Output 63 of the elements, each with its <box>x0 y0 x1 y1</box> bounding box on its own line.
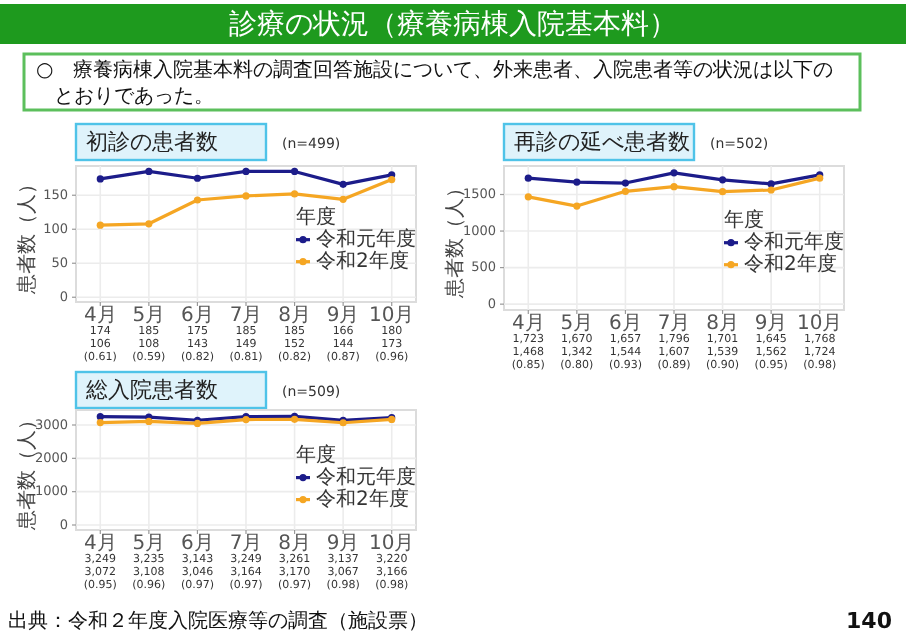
legend-title: 年度 <box>296 443 336 468</box>
point <box>621 187 630 195</box>
x-tick-label: 7月 <box>657 313 691 336</box>
x-tick-label: 4月 <box>511 313 545 336</box>
point <box>573 178 581 186</box>
chart-title: 初診の患者数 <box>86 129 218 156</box>
point <box>524 174 532 182</box>
x-tick-label: 6月 <box>181 305 214 328</box>
x-tick-label: 7月 <box>229 305 263 328</box>
point <box>621 179 630 187</box>
point <box>290 167 299 176</box>
x-tick-label: 6月 <box>609 313 642 336</box>
point <box>670 183 678 191</box>
point <box>193 196 202 204</box>
legend-label: 令和2年度 <box>744 252 837 277</box>
legend-label: 令和元年度 <box>316 227 416 252</box>
x-tick-label: 9月 <box>326 305 360 328</box>
point <box>767 186 775 194</box>
x-tick-label: 6月 <box>181 533 214 556</box>
x-tick-label: 9月 <box>326 533 360 556</box>
legend-title: 年度 <box>724 208 764 233</box>
x-tick-label: 9月 <box>754 313 788 336</box>
legend-label: 令和元年度 <box>316 465 416 490</box>
point <box>145 167 153 176</box>
text: 140 <box>846 608 893 635</box>
x-tick-label: 10月 <box>796 313 843 336</box>
point <box>242 167 250 176</box>
x-tick-label: 10月 <box>368 305 415 328</box>
point <box>767 180 775 188</box>
text: 診療の状況（療養病棟入院基本料） <box>229 8 677 41</box>
x-tick-label: 4月 <box>83 533 117 556</box>
x-tick-label: 10月 <box>368 533 415 556</box>
point <box>290 190 299 198</box>
point <box>718 188 727 196</box>
x-tick-label: 8月 <box>706 313 739 336</box>
point <box>96 221 104 229</box>
x-tick-label: 5月 <box>132 305 166 328</box>
text: ○ 療養病棟入院基本料の調査回答施設について、外来患者、入院患者等の状況は以下のとおりであった。 <box>36 57 834 108</box>
point <box>193 174 202 182</box>
point <box>524 193 532 201</box>
legend-label: 令和2年度 <box>316 249 409 274</box>
x-tick-label: 8月 <box>278 305 311 328</box>
point <box>242 192 250 200</box>
point <box>96 175 104 183</box>
point <box>718 176 727 184</box>
x-tick-label: 4月 <box>83 305 117 328</box>
legend-label: 令和2年度 <box>316 487 409 512</box>
x-tick-label: 5月 <box>132 533 166 556</box>
x-tick-label: 8月 <box>278 533 311 556</box>
legend-title: 年度 <box>296 205 336 230</box>
point <box>388 176 396 184</box>
x-tick-label: 7月 <box>229 533 263 556</box>
point <box>339 180 347 188</box>
chart-title: 再診の延べ患者数 <box>514 129 690 156</box>
x-tick-label: 5月 <box>560 313 594 336</box>
chart-title: 総入院患者数 <box>84 377 218 404</box>
point <box>670 169 678 177</box>
source-note: 出典：令和２年度入院医療等の調査（施設票） <box>8 609 428 634</box>
point <box>339 195 347 203</box>
point <box>145 220 153 228</box>
y-axis-title: 患者数（人） <box>15 174 40 296</box>
legend-label: 令和元年度 <box>744 230 844 255</box>
point <box>573 202 581 210</box>
